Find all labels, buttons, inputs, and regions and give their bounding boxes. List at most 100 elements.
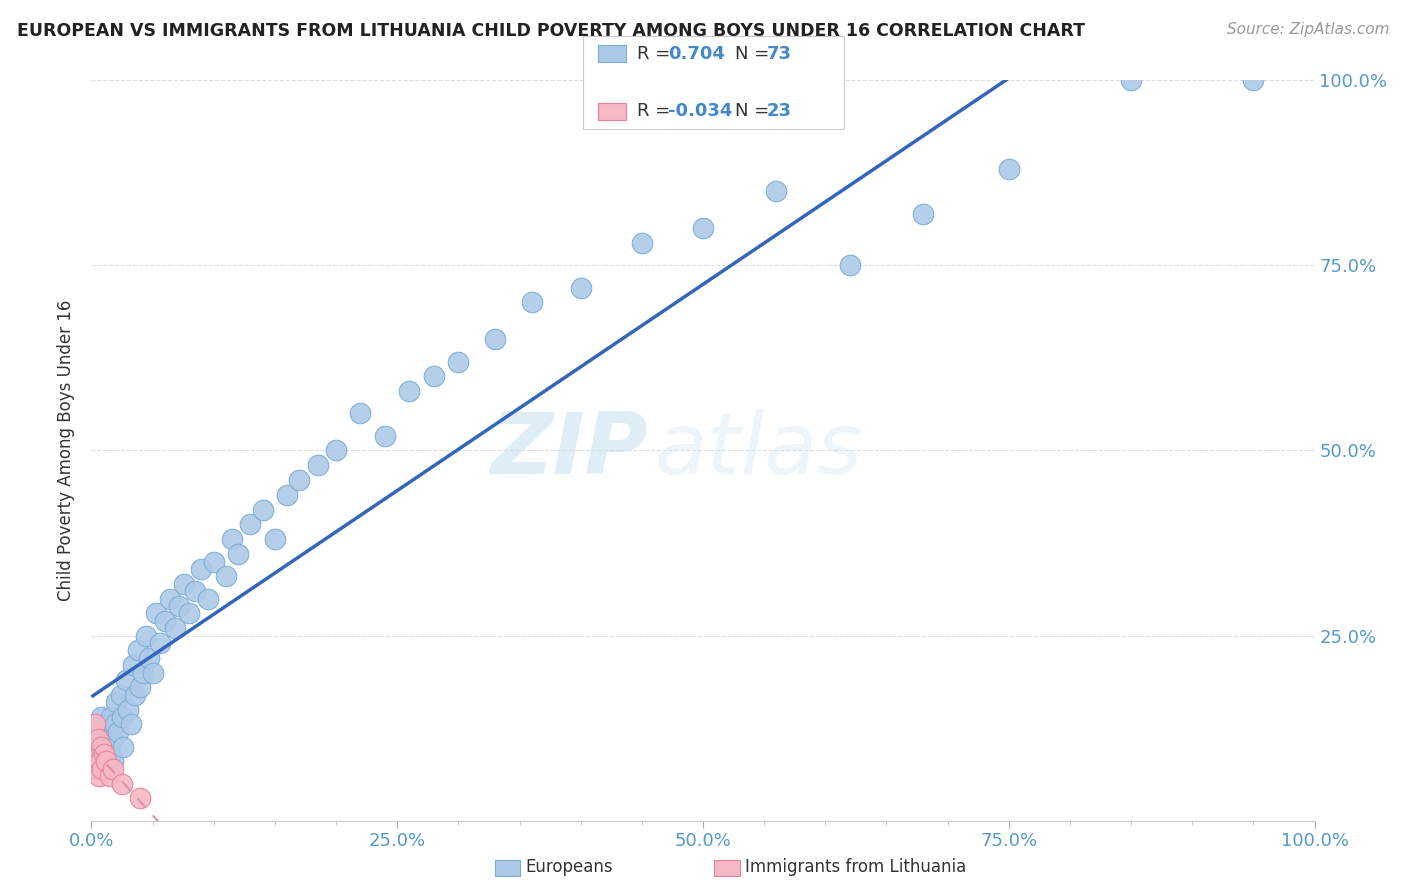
Point	[98, 769, 121, 783]
Point	[631, 236, 654, 251]
Point	[107, 724, 129, 739]
Point	[349, 407, 371, 421]
Text: atlas: atlas	[654, 409, 862, 492]
Point	[184, 584, 207, 599]
Point	[138, 650, 160, 665]
Point	[90, 755, 112, 769]
Point	[84, 755, 107, 769]
Point	[173, 576, 195, 591]
Point	[111, 710, 134, 724]
Point	[101, 732, 124, 747]
Point	[398, 384, 420, 399]
Point	[122, 658, 145, 673]
Point	[307, 458, 329, 473]
Point	[215, 569, 238, 583]
Point	[423, 369, 446, 384]
Point	[104, 695, 127, 709]
Point	[325, 443, 347, 458]
Point	[83, 762, 105, 776]
Text: EUROPEAN VS IMMIGRANTS FROM LITHUANIA CHILD POVERTY AMONG BOYS UNDER 16 CORRELAT: EUROPEAN VS IMMIGRANTS FROM LITHUANIA CH…	[17, 22, 1085, 40]
Point	[91, 762, 114, 776]
Point	[86, 724, 108, 739]
Point	[159, 591, 181, 606]
Text: Immigrants from Lithuania: Immigrants from Lithuania	[745, 858, 966, 876]
Point	[87, 769, 110, 783]
Point	[221, 533, 243, 547]
Text: 0.704: 0.704	[668, 45, 724, 62]
Point	[80, 739, 103, 754]
Point	[239, 517, 262, 532]
Point	[96, 717, 118, 731]
Point	[84, 755, 107, 769]
Point	[129, 681, 152, 695]
Point	[912, 206, 935, 220]
Point	[86, 762, 108, 776]
Point	[252, 502, 274, 516]
Point	[1121, 73, 1143, 87]
Point	[202, 555, 225, 569]
Point	[84, 717, 107, 731]
Point	[190, 562, 212, 576]
Point	[120, 717, 142, 731]
Point	[145, 607, 167, 621]
Point	[87, 747, 110, 761]
Point	[197, 591, 219, 606]
Point	[86, 762, 108, 776]
Point	[82, 724, 104, 739]
Point	[89, 755, 111, 769]
Point	[84, 739, 107, 754]
Point	[124, 688, 146, 702]
Point	[226, 547, 249, 561]
Point	[87, 747, 110, 761]
Point	[111, 776, 134, 791]
Text: Europeans: Europeans	[526, 858, 613, 876]
Point	[84, 739, 107, 754]
Point	[82, 747, 104, 761]
Point	[117, 703, 139, 717]
Point	[135, 628, 157, 642]
Point	[149, 636, 172, 650]
Point	[264, 533, 287, 547]
Point	[998, 162, 1021, 177]
Point	[97, 739, 120, 754]
Text: -0.034: -0.034	[668, 103, 733, 120]
Point	[520, 295, 543, 310]
Point	[103, 762, 125, 776]
Point	[94, 724, 117, 739]
Point	[104, 717, 127, 731]
Point	[692, 221, 714, 235]
Y-axis label: Child Poverty Among Boys Under 16: Child Poverty Among Boys Under 16	[58, 300, 76, 601]
Point	[89, 732, 111, 747]
Point	[90, 739, 112, 754]
Text: Source: ZipAtlas.com: Source: ZipAtlas.com	[1226, 22, 1389, 37]
Point	[112, 739, 135, 754]
Point	[129, 791, 152, 805]
Text: ZIP: ZIP	[491, 409, 648, 492]
Point	[569, 280, 592, 294]
Point	[179, 607, 201, 621]
Text: 73: 73	[766, 45, 792, 62]
Point	[153, 614, 176, 628]
Text: 23: 23	[766, 103, 792, 120]
Text: R =: R =	[637, 103, 676, 120]
Point	[90, 710, 112, 724]
Point	[1243, 73, 1265, 87]
Point	[765, 184, 787, 198]
Text: N =: N =	[735, 103, 775, 120]
Point	[84, 747, 107, 761]
Text: N =: N =	[735, 45, 775, 62]
Point	[288, 473, 311, 487]
Point	[91, 739, 114, 754]
Point	[447, 354, 470, 368]
Point	[94, 732, 117, 747]
Point	[93, 747, 115, 761]
Text: R =: R =	[637, 45, 676, 62]
Point	[838, 259, 860, 273]
Point	[94, 755, 117, 769]
Point	[163, 621, 186, 635]
Point	[141, 665, 163, 680]
Point	[276, 488, 298, 502]
Point	[132, 665, 155, 680]
Point	[374, 428, 396, 442]
Point	[83, 755, 105, 769]
